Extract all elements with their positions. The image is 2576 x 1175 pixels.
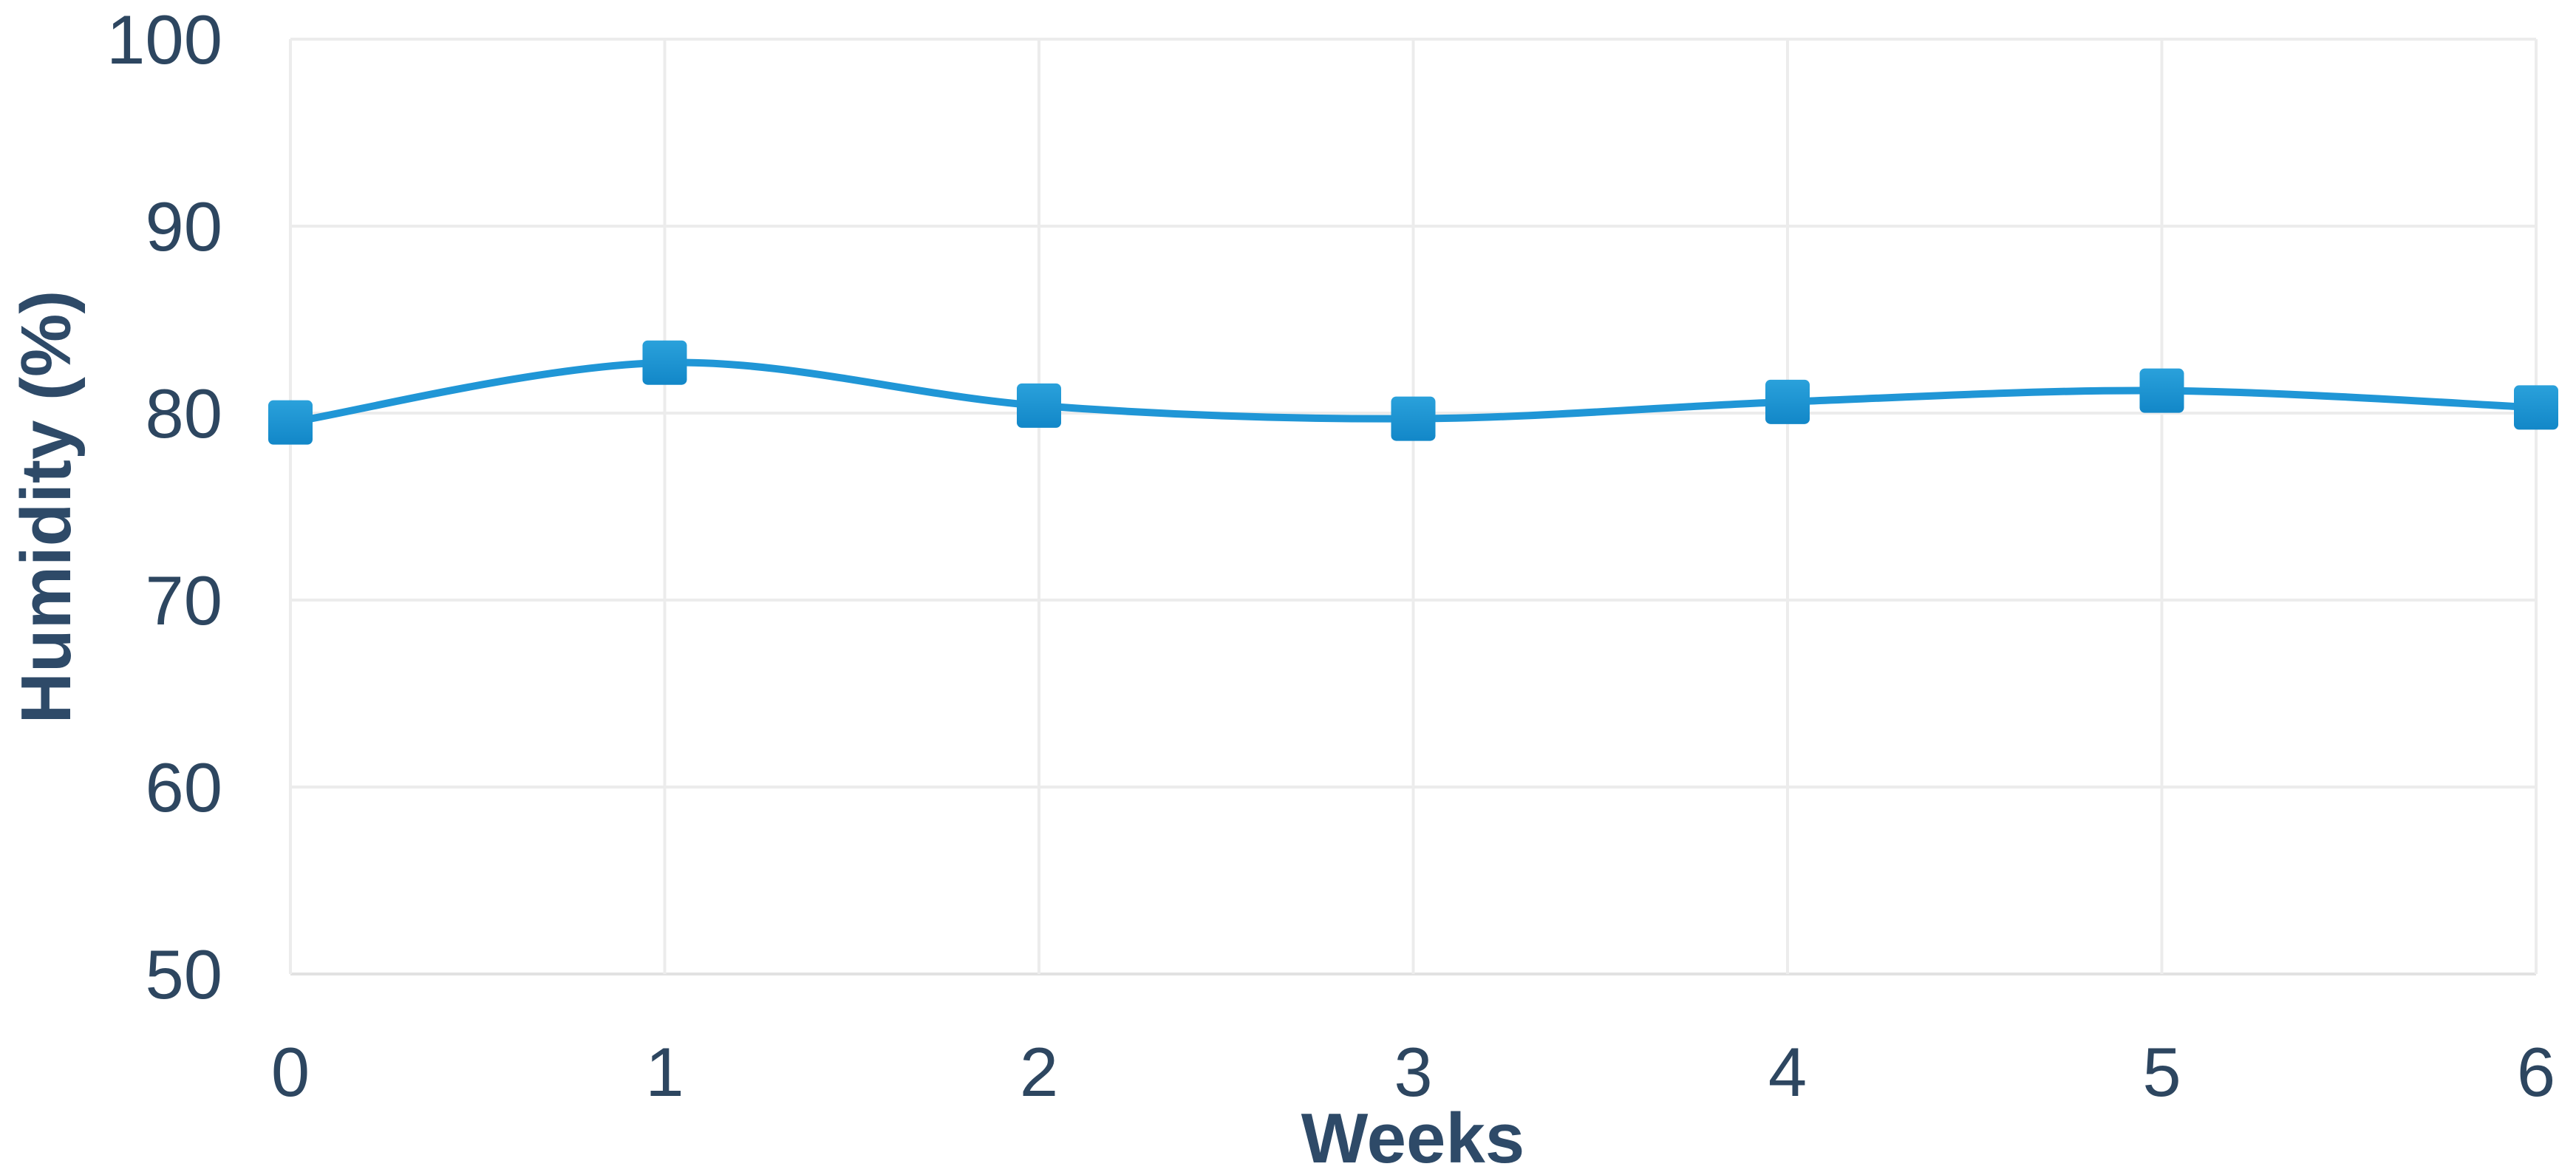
y-tick-label: 80 <box>145 375 222 452</box>
data-point-marker <box>268 400 313 445</box>
x-tick-label: 2 <box>1020 1033 1058 1111</box>
x-tick-label: 0 <box>271 1033 310 1111</box>
data-point-marker <box>1765 379 1810 424</box>
x-tick-label: 3 <box>1394 1033 1432 1111</box>
x-axis-title: Weeks <box>1301 1099 1524 1175</box>
data-point-marker <box>1391 396 1436 441</box>
y-axis-title: Humidity (%) <box>7 290 86 724</box>
y-tick-label: 70 <box>145 562 222 639</box>
x-tick-label: 5 <box>2142 1033 2181 1111</box>
y-tick-label: 90 <box>145 188 222 265</box>
y-tick-label: 50 <box>145 936 222 1013</box>
data-point-marker <box>2139 368 2184 413</box>
gridlines <box>289 38 2538 975</box>
data-point-marker <box>2514 385 2558 430</box>
y-tick-label: 100 <box>106 1 222 78</box>
y-tick-label: 60 <box>145 749 222 826</box>
x-tick-label: 4 <box>1768 1033 1807 1111</box>
data-point-marker <box>642 340 687 385</box>
data-point-marker <box>1017 383 1061 428</box>
x-axis-tick-labels: 0 1 2 3 4 5 6 <box>271 1033 2555 1111</box>
x-tick-label: 1 <box>645 1033 684 1111</box>
y-axis-tick-labels: 50 60 70 80 90 100 <box>106 1 222 1013</box>
data-series <box>268 340 2558 445</box>
x-tick-label: 6 <box>2517 1033 2555 1111</box>
